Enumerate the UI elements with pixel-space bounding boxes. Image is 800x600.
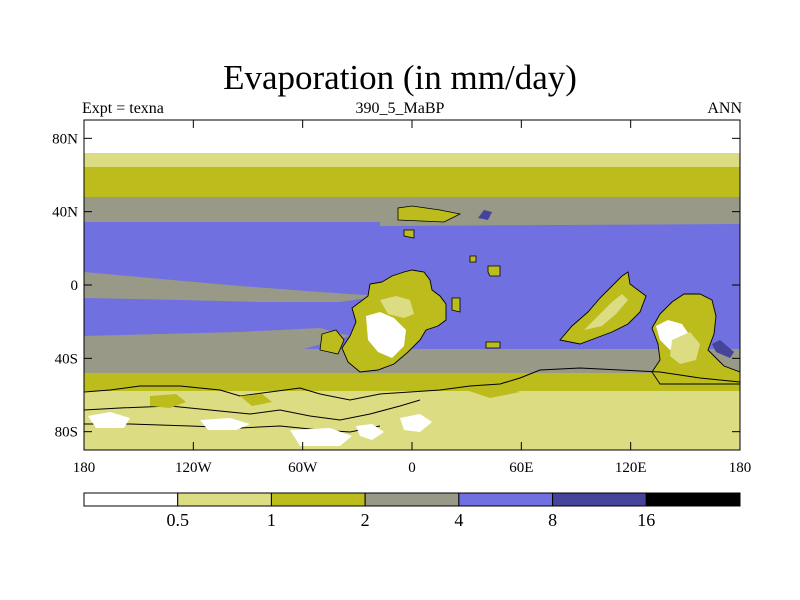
figure-title: Evaporation (in mm/day): [223, 58, 577, 97]
landmass-east-light: [670, 332, 700, 364]
colorbar-level-label: 16: [637, 510, 655, 530]
landmass-east-strip: [559, 271, 647, 345]
island-mid-a: [451, 297, 461, 313]
colorbar-swatch: [177, 492, 272, 507]
y-tick-label: 0: [71, 278, 79, 294]
south-olive-patch-c: [460, 386, 520, 398]
colorbar-swatch: [645, 492, 741, 507]
south-white-d: [356, 424, 384, 440]
landmass-central-white: [366, 312, 406, 358]
colorbar-level-label: 1: [267, 510, 276, 530]
small-island-a: [469, 255, 477, 263]
x-tick-label: 120E: [615, 460, 647, 476]
period-label: 390_5_MaBP: [355, 100, 445, 117]
band-south-olive: [84, 373, 740, 391]
colorbar-level-label: 8: [548, 510, 557, 530]
grey-tongue-pacific: [84, 272, 380, 302]
x-tick-label: 0: [408, 460, 416, 476]
south-land-contour-3: [84, 423, 381, 433]
band-north-olive: [84, 167, 740, 197]
landmass-central-light: [380, 296, 414, 318]
map-field: [84, 120, 740, 450]
x-tick-label: 60W: [288, 460, 318, 476]
landmass-east-strip-light: [584, 294, 628, 330]
x-tick-label: 180: [73, 460, 96, 476]
south-white-b: [200, 418, 250, 430]
x-tick-label: 60E: [509, 460, 533, 476]
band-south-grey: [84, 349, 740, 373]
grey-north-bulge: [380, 202, 740, 226]
colorbar-swatch: [552, 492, 647, 507]
y-tick-label: 80N: [52, 131, 78, 147]
colorbar-swatch: [364, 492, 460, 507]
experiment-label: Expt = texna: [82, 100, 164, 117]
south-land-contour-2: [84, 399, 421, 421]
x-tick-label: 120W: [175, 460, 213, 476]
east-dark-spot: [712, 340, 734, 358]
colorbar-swatch: [83, 492, 179, 507]
x-tick-label: 180: [729, 460, 752, 476]
colorbar: 0.5 1 2 4 8 16: [83, 492, 741, 530]
colorbar-swatch: [458, 492, 554, 507]
island-mid-c: [319, 329, 345, 355]
landmass-east: [651, 293, 740, 385]
north-pocket-olive-b: [403, 229, 415, 239]
south-white-e: [400, 414, 432, 432]
island-mid-b: [485, 341, 501, 349]
north-pocket-dark: [478, 210, 492, 220]
colorbar-level-label: 0.5: [166, 510, 189, 530]
south-olive-patch-b: [240, 394, 272, 406]
south-olive-patch-a: [150, 394, 186, 408]
y-tick-label: 40N: [52, 205, 78, 221]
small-island-b: [487, 265, 501, 277]
colorbar-level-label: 2: [361, 510, 370, 530]
south-white-c: [290, 428, 352, 446]
colorbar-swatch: [270, 492, 366, 507]
season-label: ANN: [707, 100, 742, 117]
north-pocket-olive-a: [397, 205, 462, 223]
band-north-light: [84, 153, 740, 167]
colorbar-level-label: 4: [454, 510, 463, 530]
y-tick-label: 80S: [55, 425, 78, 441]
axis-layer: 180 120W 60W 0 60E 120E 180 80N 40N 0 40S 80S: [52, 120, 751, 476]
south-white-a: [88, 412, 130, 428]
grey-tongue-south-west: [84, 328, 350, 352]
south-land-boundary: [84, 367, 740, 401]
y-tick-label: 40S: [55, 351, 78, 367]
